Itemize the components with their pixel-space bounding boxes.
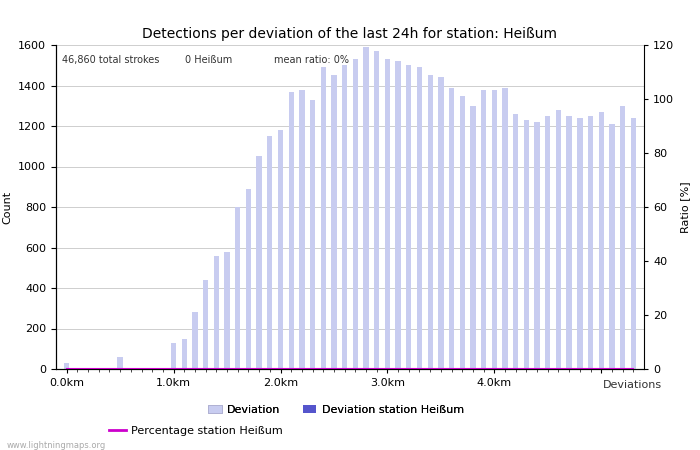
Bar (214, 256, 219, 369)
Bar (438, 77, 444, 369)
Bar (96, 368, 101, 369)
Bar (181, 338, 187, 369)
Text: 46,860 total strokes: 46,860 total strokes (62, 55, 160, 65)
Bar (428, 76, 433, 369)
Bar (481, 90, 486, 369)
Bar (203, 280, 209, 369)
Bar (85, 368, 91, 369)
Bar (331, 76, 337, 369)
Bar (267, 136, 272, 369)
Bar (503, 88, 507, 369)
Bar (225, 252, 230, 369)
Bar (246, 189, 251, 369)
Bar (193, 312, 197, 369)
Bar (139, 368, 144, 369)
Bar (353, 59, 358, 369)
Bar (556, 110, 561, 369)
Y-axis label: Ratio [%]: Ratio [%] (680, 181, 689, 233)
Bar (545, 116, 550, 369)
Bar (491, 90, 497, 369)
Bar (416, 68, 422, 369)
Bar (385, 59, 390, 369)
Title: Detections per deviation of the last 24h for station: Heißum: Detections per deviation of the last 24h… (143, 27, 557, 41)
Bar (470, 106, 475, 369)
Bar (256, 157, 262, 369)
Bar (160, 368, 166, 369)
Bar (150, 368, 155, 369)
Bar (310, 100, 315, 369)
Bar (631, 118, 636, 369)
Bar (288, 92, 294, 369)
Text: www.lightningmaps.org: www.lightningmaps.org (7, 441, 106, 450)
Text: 0 Heißum: 0 Heißum (186, 55, 232, 65)
Bar (299, 90, 304, 369)
Text: Deviations: Deviations (603, 380, 662, 390)
Bar (460, 96, 465, 369)
Bar (406, 65, 412, 369)
Bar (118, 357, 122, 369)
Bar (588, 116, 593, 369)
Y-axis label: Count: Count (3, 190, 13, 224)
Bar (578, 118, 582, 369)
Bar (128, 368, 134, 369)
Bar (75, 368, 80, 369)
Bar (620, 106, 625, 369)
Bar (107, 368, 112, 369)
Bar (374, 51, 379, 369)
Legend: Percentage station Heißum: Percentage station Heißum (104, 421, 288, 440)
Legend: Deviation, Deviation station Heißum: Deviation, Deviation station Heißum (204, 401, 468, 420)
Text: mean ratio: 0%: mean ratio: 0% (274, 55, 349, 65)
Bar (395, 61, 401, 369)
Bar (278, 130, 284, 369)
Bar (566, 116, 572, 369)
Bar (609, 124, 615, 369)
Bar (64, 363, 69, 369)
Bar (235, 207, 240, 369)
Bar (449, 88, 454, 369)
Bar (363, 47, 369, 369)
Bar (171, 343, 176, 369)
Bar (524, 120, 529, 369)
Bar (321, 68, 326, 369)
Bar (534, 122, 540, 369)
Bar (598, 112, 604, 369)
Bar (342, 65, 347, 369)
Bar (513, 114, 519, 369)
